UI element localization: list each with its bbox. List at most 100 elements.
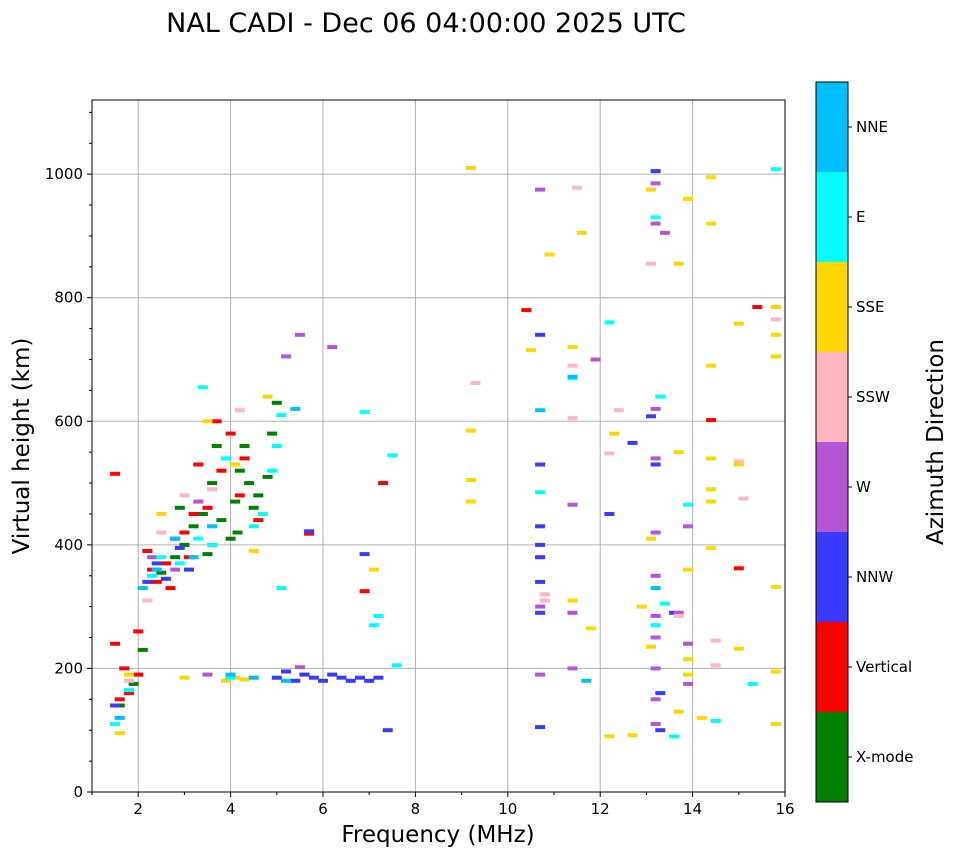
data-point [604, 512, 615, 516]
data-point [378, 481, 389, 486]
data-point [650, 406, 661, 411]
plot-frame [91, 99, 786, 793]
data-point [110, 703, 121, 708]
data-point [230, 499, 241, 504]
y-tick-label: 200 [54, 659, 83, 677]
data-point [239, 456, 250, 461]
data-point [521, 308, 532, 313]
data-point [170, 555, 181, 560]
data-point [179, 542, 190, 547]
data-point [706, 221, 717, 226]
data-point [193, 536, 204, 541]
colorbar-segment [816, 712, 848, 802]
data-point [673, 613, 684, 618]
data-point [207, 542, 218, 547]
y-tick-label: 600 [54, 412, 83, 430]
data-point [114, 697, 125, 702]
data-point [770, 317, 781, 322]
data-point [733, 646, 744, 651]
data-point [683, 681, 693, 686]
data-point [359, 589, 370, 594]
data-point [747, 681, 758, 686]
data-point [572, 185, 583, 190]
colorbar-segment [816, 352, 848, 442]
data-point [706, 175, 717, 180]
data-point [151, 567, 162, 572]
data-point [683, 196, 693, 201]
data-point [710, 638, 721, 643]
data-point [382, 728, 393, 733]
data-point [655, 691, 666, 696]
y-tick-label: 400 [54, 536, 83, 554]
data-point [650, 722, 661, 726]
data-point [373, 613, 384, 618]
data-point [650, 573, 661, 578]
data-point [609, 431, 620, 436]
data-point [655, 728, 666, 733]
data-point [733, 462, 744, 467]
data-point [248, 524, 259, 529]
y-tick-label: 800 [54, 289, 83, 307]
data-point [160, 561, 171, 566]
colorbar-tick-label: E [856, 208, 865, 226]
data-point [650, 456, 661, 461]
data-point [465, 478, 476, 482]
data-point [202, 672, 213, 677]
colorbar-tick-label: Vertical [856, 658, 912, 676]
data-point [345, 678, 356, 683]
data-point [225, 536, 236, 541]
data-point [387, 453, 398, 458]
data-point [156, 570, 167, 575]
data-point [271, 400, 282, 405]
x-tick-label: 16 [775, 800, 794, 818]
data-point [604, 320, 615, 325]
data-point [174, 545, 185, 550]
data-point [567, 610, 578, 615]
data-point [650, 462, 661, 467]
data-point [706, 545, 717, 550]
x-tick-label: 10 [498, 800, 517, 818]
data-point [197, 385, 208, 390]
data-point [567, 502, 578, 507]
series-xmode [114, 400, 282, 708]
data-point [576, 230, 587, 235]
data-point [253, 493, 264, 498]
data-point [253, 518, 264, 523]
colorbar-segment [816, 262, 848, 352]
data-point [147, 555, 158, 560]
data-point [244, 481, 255, 486]
colorbar-tick-label: NNW [856, 568, 893, 586]
data-point [262, 474, 273, 479]
data-point [160, 576, 171, 581]
data-point [650, 613, 661, 618]
data-point [174, 505, 185, 510]
data-point [770, 167, 781, 172]
data-point [770, 332, 781, 337]
data-point [650, 221, 661, 226]
data-point [271, 444, 282, 448]
data-point [294, 665, 305, 670]
data-point [683, 641, 693, 646]
data-point [262, 394, 273, 399]
data-point [673, 261, 684, 266]
data-point [581, 678, 592, 683]
data-point [239, 677, 250, 682]
data-point [207, 524, 218, 529]
data-point [230, 462, 241, 467]
data-point [586, 626, 596, 631]
data-point [124, 678, 134, 683]
data-point [673, 450, 684, 455]
colorbar-segment [816, 622, 848, 712]
data-point [646, 261, 656, 266]
data-point [535, 542, 546, 547]
colorbar-segment [816, 82, 848, 172]
data-point [234, 468, 245, 473]
data-point [567, 345, 578, 350]
data-point [188, 512, 199, 516]
data-point [193, 462, 204, 467]
data-point [248, 505, 259, 510]
data-point [179, 493, 190, 498]
data-point [646, 414, 656, 419]
data-point [248, 549, 259, 553]
data-point [207, 481, 218, 486]
